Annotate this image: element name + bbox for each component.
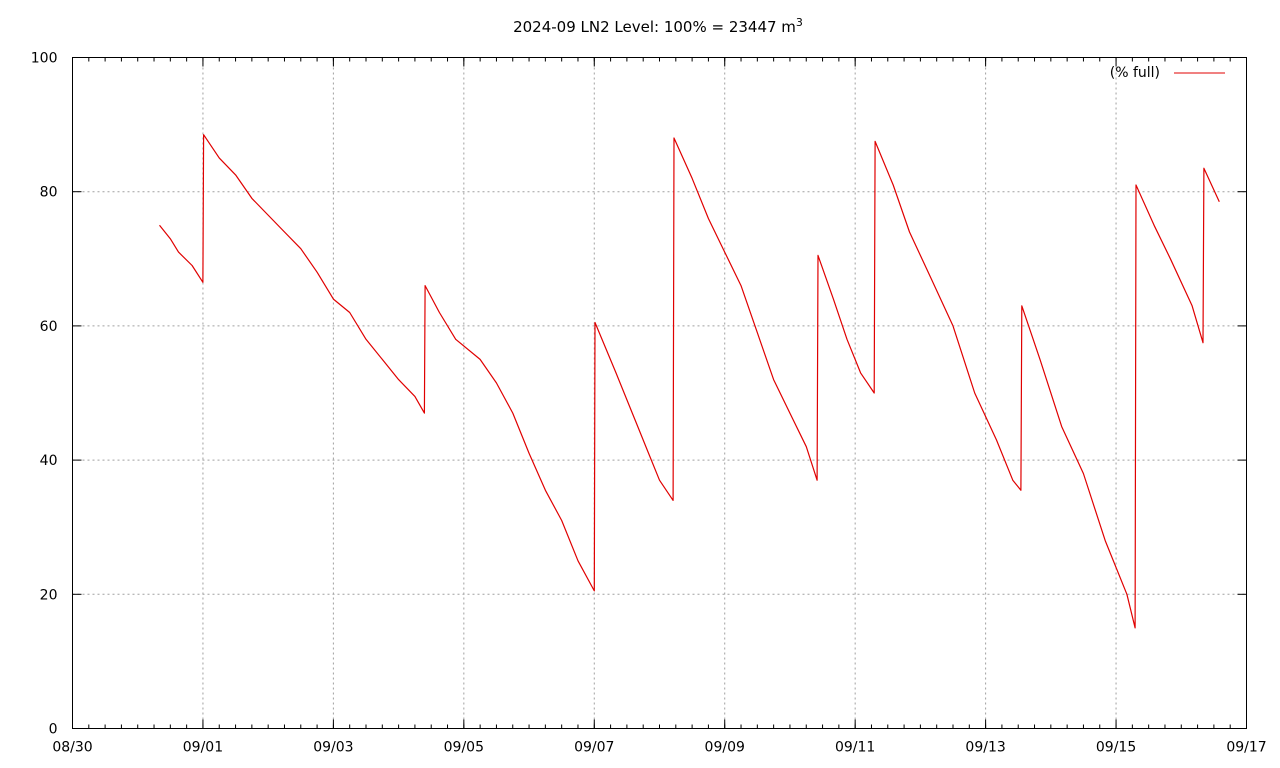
- ticks: [72, 57, 1247, 729]
- y-tick-label: 60: [40, 319, 58, 335]
- x-tick-label: 09/01: [183, 740, 223, 756]
- grid: [72, 57, 1247, 729]
- y-tick-label: 80: [40, 185, 58, 201]
- plot-frame: [72, 57, 1247, 729]
- y-tick-label: 40: [40, 453, 58, 469]
- chart-title: 2024-09 LN2 Level: 100% = 23447 m3: [513, 16, 803, 36]
- x-tick-label: 09/09: [705, 740, 745, 756]
- x-tick-label: 09/17: [1226, 740, 1266, 756]
- series-layer: [159, 134, 1220, 629]
- y-tick-label: 20: [40, 587, 58, 603]
- x-tick-label: 09/03: [313, 740, 353, 756]
- legend: (% full): [1110, 65, 1225, 81]
- series-line: [159, 134, 1220, 629]
- y-tick-label: 0: [49, 722, 58, 738]
- x-tick-label: 08/30: [52, 740, 92, 756]
- x-tick-label: 09/07: [574, 740, 614, 756]
- tick-labels: 08/30 09/01 09/03 09/05 09/07 09/09 09/11 09/13…: [31, 51, 1267, 756]
- x-tick-label: 09/05: [444, 740, 484, 756]
- legend-label: (% full): [1110, 65, 1160, 81]
- x-tick-label: 09/15: [1096, 740, 1136, 756]
- chart-title-main: 2024-09 LN2 Level: 100% = 23447 m: [513, 18, 796, 36]
- y-tick-label: 100: [31, 51, 58, 67]
- chart-title-superscript: 3: [796, 16, 803, 29]
- x-tick-label: 09/11: [835, 740, 875, 756]
- x-tick-label: 09/13: [965, 740, 1005, 756]
